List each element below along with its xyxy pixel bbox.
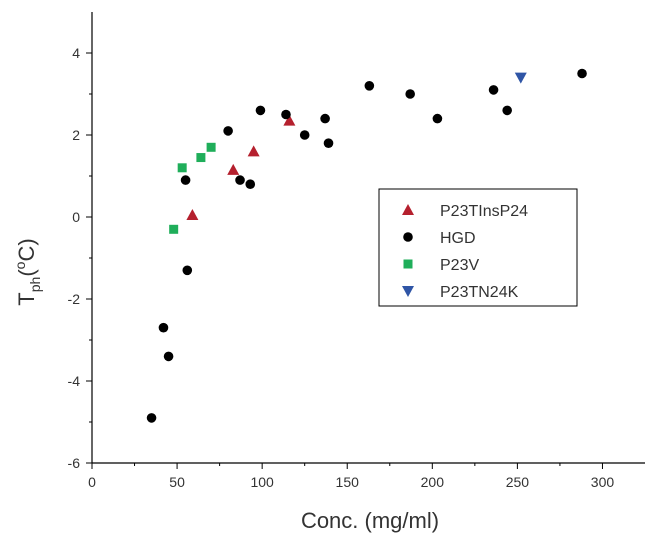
data-point [405, 89, 415, 99]
data-point [180, 175, 191, 185]
data-point [299, 130, 310, 140]
data-point [323, 138, 334, 148]
y-axis-title-rest: C) [14, 238, 39, 261]
legend-marker [403, 259, 413, 269]
data-point [223, 126, 233, 136]
data-point [169, 224, 179, 234]
data-point [283, 114, 296, 126]
legend-label: P23TN24K [440, 284, 519, 301]
data-point [502, 105, 512, 116]
x-tick-label: 100 [250, 474, 274, 490]
data-point [186, 208, 199, 220]
data-point [177, 163, 187, 173]
legend-marker [403, 232, 413, 242]
y-axis-title-subscript: ph [27, 277, 43, 293]
legend-marker [402, 204, 414, 215]
y-axis-title-superscript: o [12, 261, 28, 269]
legend-label: P23V [440, 257, 479, 274]
x-tick-label: 200 [421, 474, 445, 490]
x-tick-label: 150 [336, 474, 360, 490]
data-point [281, 109, 291, 120]
data-point [206, 142, 216, 152]
x-tick-label: 300 [591, 474, 615, 490]
legend-label: HGD [440, 230, 476, 247]
y-tick-label: -6 [68, 455, 81, 471]
y-tick-label: -4 [68, 373, 81, 389]
data-point [320, 113, 330, 124]
data-point [235, 175, 245, 185]
y-tick-label: 0 [72, 209, 80, 225]
y-tick-label: 2 [72, 127, 80, 143]
data-point [247, 145, 260, 157]
data-point [182, 265, 193, 276]
data-point [514, 72, 527, 84]
x-tick-label: 50 [169, 474, 185, 490]
y-axis-title-base: T [14, 292, 39, 305]
data-point [364, 81, 375, 91]
legend: P23TInsP24 HGD P23V P23TN24K [378, 188, 578, 307]
y-tick-label: -2 [68, 291, 81, 307]
data-point [158, 322, 169, 333]
data-points [146, 68, 587, 423]
x-tick-label: 0 [88, 474, 96, 490]
data-point [432, 113, 443, 124]
axes [91, 12, 645, 464]
y-axis-title-open: ( [14, 269, 39, 277]
legend-marker [402, 286, 414, 297]
data-point [577, 68, 587, 79]
x-axis-title: Conc. (mg/ml) [301, 508, 439, 533]
ticks: 0 50 100 150 200 250 300 -6 -4 -2 0 2 4 [68, 45, 615, 490]
data-point [255, 105, 266, 116]
data-point [146, 413, 157, 423]
data-point [245, 179, 256, 189]
data-point [196, 153, 206, 163]
legend-label: P23TInsP24 [440, 203, 528, 220]
y-tick-label: 4 [72, 45, 80, 61]
data-point [227, 163, 240, 175]
x-tick-label: 250 [506, 474, 530, 490]
y-axis-title: Tph(oC) [12, 238, 43, 305]
data-point [163, 351, 174, 362]
data-point [488, 85, 499, 95]
